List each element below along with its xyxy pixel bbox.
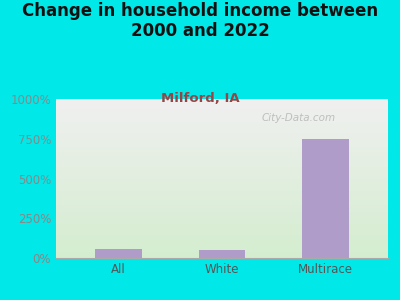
- Bar: [199, 250, 245, 258]
- Bar: [199, 250, 245, 258]
- Bar: [302, 139, 349, 258]
- Text: Milford, IA: Milford, IA: [161, 92, 239, 104]
- Bar: [95, 249, 142, 258]
- Text: Change in household income between
2000 and 2022: Change in household income between 2000 …: [22, 2, 378, 40]
- Bar: [95, 249, 142, 258]
- Text: City-Data.com: City-Data.com: [261, 113, 336, 123]
- Bar: [302, 139, 349, 258]
